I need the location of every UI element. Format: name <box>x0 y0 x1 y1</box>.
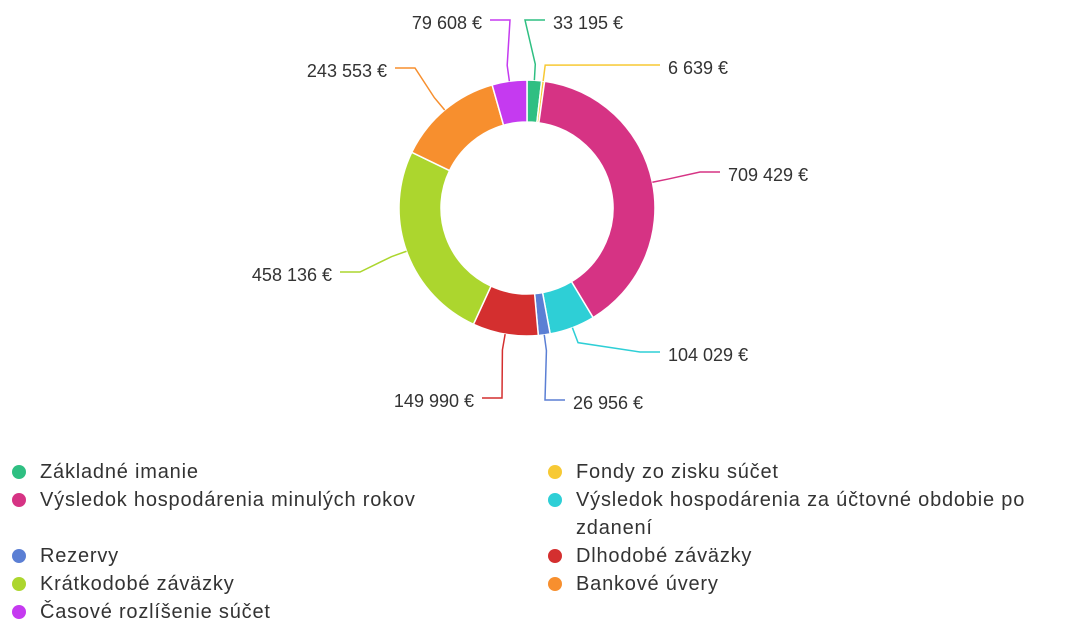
leader-line <box>490 19 511 82</box>
leader-line <box>395 67 446 111</box>
legend-swatch <box>548 493 562 507</box>
leader-line <box>524 19 545 81</box>
data-label: 26 956 € <box>573 393 643 413</box>
legend-item: Dlhodobé záväzky <box>548 542 1068 570</box>
data-label: 458 136 € <box>252 265 332 285</box>
legend-swatch <box>12 549 26 563</box>
legend-item: Krátkodobé záväzky <box>12 570 548 598</box>
donut-slice <box>398 151 493 326</box>
legend-swatch <box>548 465 562 479</box>
legend-label: Krátkodobé záväzky <box>40 573 235 595</box>
leader-line <box>340 250 407 273</box>
data-label: 79 608 € <box>412 13 482 33</box>
leader-line <box>652 171 720 184</box>
donut-slice <box>410 83 505 172</box>
legend-item: Výsledok hospodárenia za účtovné obdobie… <box>548 486 1068 542</box>
leader-line <box>542 64 660 82</box>
legend-item: Bankové úvery <box>548 570 1068 598</box>
data-label: 6 639 € <box>668 58 728 78</box>
legend-label: Základné imanie <box>40 461 199 483</box>
donut-slice <box>537 80 656 319</box>
legend-swatch <box>548 577 562 591</box>
leader-line <box>543 334 565 401</box>
legend-item: Rezervy <box>12 542 548 570</box>
legend-label: Fondy zo zisku súčet <box>576 461 779 483</box>
legend-label: Bankové úvery <box>576 573 719 595</box>
donut-chart: 33 195 € 6 639 € 709 429 € 104 029 € 26 956 … <box>252 13 808 413</box>
leader-line <box>482 333 506 399</box>
legend-label: Výsledok hospodárenia minulých rokov <box>40 489 416 511</box>
legend-label: Výsledok hospodárenia za účtovné obdobie… <box>576 489 1026 539</box>
legend-item: Základné imanie <box>12 458 548 486</box>
legend-label: Rezervy <box>40 545 119 567</box>
legend-label: Časové rozlíšenie súčet <box>40 601 271 623</box>
legend-item: Časové rozlíšenie súčet <box>12 598 548 626</box>
donut-slice <box>491 79 528 127</box>
legend-swatch <box>548 549 562 563</box>
data-label: 33 195 € <box>553 13 623 33</box>
legend-swatch <box>12 605 26 619</box>
legend-item: Fondy zo zisku súčet <box>548 458 1068 486</box>
legend-label: Dlhodobé záväzky <box>576 545 753 567</box>
legend: Základné imanie Fondy zo zisku súčet Výsle… <box>12 458 1068 626</box>
legend-swatch <box>12 465 26 479</box>
data-label: 243 553 € <box>307 61 387 81</box>
legend-item: Výsledok hospodárenia minulých rokov <box>12 486 548 542</box>
data-label: 149 990 € <box>394 391 474 411</box>
data-label: 104 029 € <box>668 345 748 365</box>
legend-swatch <box>12 577 26 591</box>
legend-swatch <box>12 493 26 507</box>
leader-line <box>571 327 660 353</box>
data-label: 709 429 € <box>728 165 808 185</box>
